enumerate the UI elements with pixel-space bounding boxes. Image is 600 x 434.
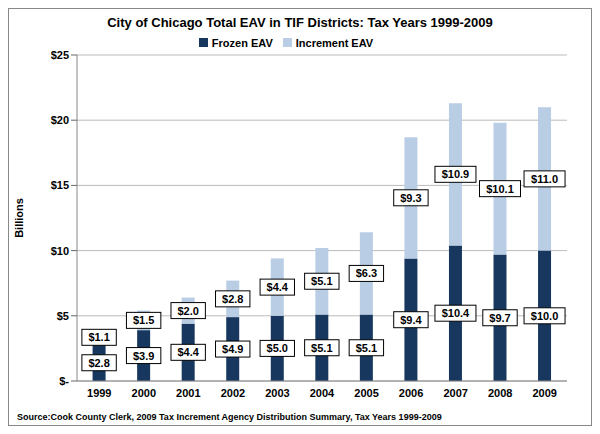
svg-text:$10.1: $10.1 xyxy=(486,183,514,195)
svg-text:2004: 2004 xyxy=(310,387,335,399)
svg-text:$10.9: $10.9 xyxy=(442,168,470,180)
svg-text:$1.1: $1.1 xyxy=(88,331,109,343)
svg-text:$10: $10 xyxy=(51,245,69,257)
svg-text:$2.8: $2.8 xyxy=(88,357,109,369)
html-text:Increment EAV: Increment EAV xyxy=(295,37,374,49)
svg-text:$9.4: $9.4 xyxy=(400,314,422,326)
svg-text:$2.0: $2.0 xyxy=(177,305,198,317)
svg-text:$11.0: $11.0 xyxy=(531,173,558,185)
html-text:Source:Cook County Clerk, 2009: Source:Cook County Clerk, 2009 Tax Incre… xyxy=(17,412,442,422)
svg-text:$5: $5 xyxy=(57,310,69,322)
svg-text:2005: 2005 xyxy=(354,387,378,399)
svg-text:$15: $15 xyxy=(51,179,69,191)
svg-text:$5.1: $5.1 xyxy=(311,275,332,287)
svg-text:$25: $25 xyxy=(51,49,69,61)
svg-text:$20: $20 xyxy=(51,114,69,126)
svg-text:$2.8: $2.8 xyxy=(222,293,243,305)
svg-text:$6.3: $6.3 xyxy=(356,267,377,279)
svg-text:1999: 1999 xyxy=(87,387,111,399)
svg-text:$4.4: $4.4 xyxy=(267,281,289,293)
html-text:Frozen EAV: Frozen EAV xyxy=(211,37,273,49)
svg-text:2007: 2007 xyxy=(443,387,467,399)
svg-text:$1.5: $1.5 xyxy=(133,314,154,326)
svg-text:$5.1: $5.1 xyxy=(311,342,332,354)
svg-text:$10.0: $10.0 xyxy=(531,310,559,322)
svg-text:$10.4: $10.4 xyxy=(442,307,470,319)
svg-text:$-: $- xyxy=(59,375,69,387)
svg-text:2002: 2002 xyxy=(221,387,245,399)
svg-text:2009: 2009 xyxy=(532,387,556,399)
svg-text:2000: 2000 xyxy=(132,387,156,399)
svg-text:2008: 2008 xyxy=(488,387,512,399)
svg-text:2001: 2001 xyxy=(176,387,200,399)
svg-text:$5.0: $5.0 xyxy=(267,342,288,354)
html-text:City of Chicago Total EAV in T: City of Chicago Total EAV in TIF Distric… xyxy=(107,15,493,30)
svg-text:Billions: Billions xyxy=(13,198,25,238)
svg-text:$4.9: $4.9 xyxy=(222,343,243,355)
svg-text:$9.3: $9.3 xyxy=(400,192,421,204)
svg-text:$3.9: $3.9 xyxy=(133,350,154,362)
svg-text:$5.1: $5.1 xyxy=(356,342,377,354)
svg-text:$9.7: $9.7 xyxy=(489,312,510,324)
svg-text:2003: 2003 xyxy=(265,387,289,399)
svg-text:$4.4: $4.4 xyxy=(177,346,199,358)
svg-text:2006: 2006 xyxy=(399,387,423,399)
